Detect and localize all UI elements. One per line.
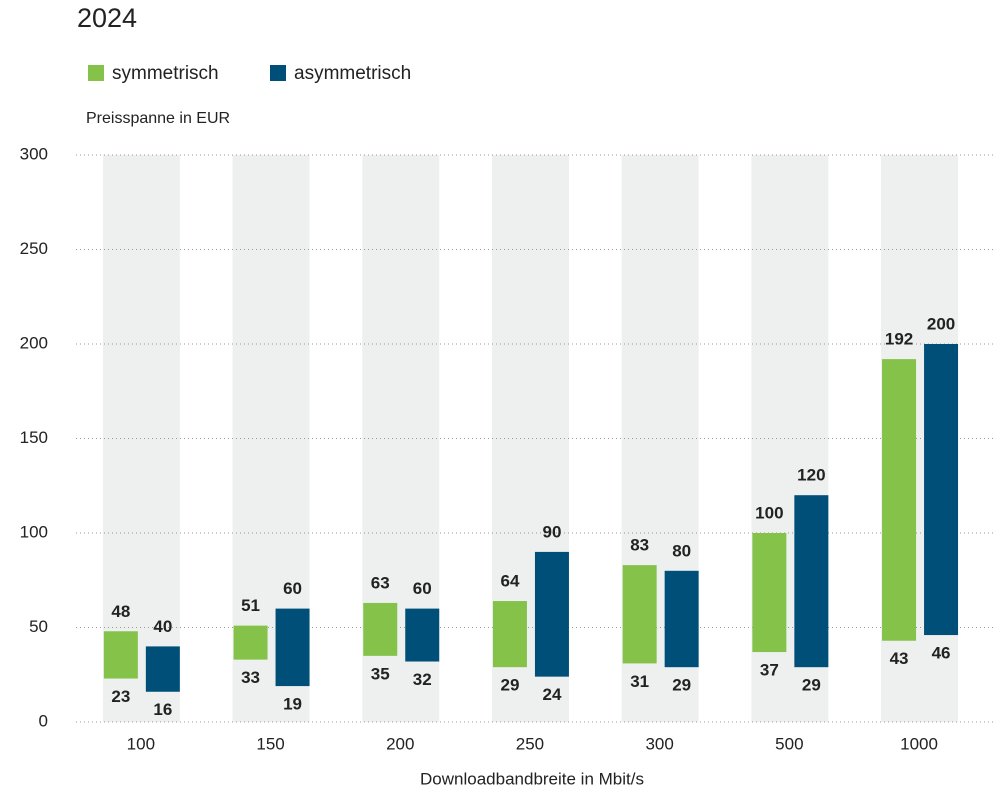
bar <box>103 631 138 679</box>
x-tick-label: 300 <box>645 734 673 753</box>
bands <box>102 155 959 722</box>
value-label: 48 <box>111 602 130 621</box>
bar <box>145 646 180 692</box>
bar <box>492 601 527 668</box>
value-label: 31 <box>630 672 649 691</box>
x-tick-label: 500 <box>775 734 803 753</box>
y-tick-label: 300 <box>20 144 48 163</box>
y-tick-label: 100 <box>20 522 48 541</box>
value-label: 40 <box>153 617 172 636</box>
bar <box>534 551 569 677</box>
value-label: 192 <box>885 330 913 349</box>
value-label: 46 <box>932 644 951 663</box>
legend-label: symmetrisch <box>112 63 219 84</box>
x-axis-label: Downloadbandbreite in Mbit/s <box>420 769 644 788</box>
value-label: 64 <box>500 572 519 591</box>
x-tick-label: 100 <box>127 734 155 753</box>
value-label: 51 <box>241 596 260 615</box>
value-label: 60 <box>283 579 302 598</box>
legend-label: asymmetrisch <box>294 63 411 84</box>
y-tick-label: 200 <box>20 333 48 352</box>
x-tick-label: 250 <box>516 734 544 753</box>
value-label: 83 <box>630 536 649 555</box>
bar <box>622 565 657 664</box>
bar <box>882 359 917 641</box>
value-label: 100 <box>755 503 783 522</box>
y-tick-label: 150 <box>20 428 48 447</box>
bar <box>405 608 440 662</box>
value-label: 29 <box>672 676 691 695</box>
bar <box>233 625 268 660</box>
x-tick-label: 1000 <box>900 734 938 753</box>
chart-title: 2024 <box>77 3 137 33</box>
value-label: 29 <box>500 676 519 695</box>
value-label: 43 <box>890 649 909 668</box>
value-label: 29 <box>802 676 821 695</box>
value-label: 90 <box>542 522 561 541</box>
value-label: 19 <box>283 695 302 714</box>
value-label: 35 <box>371 664 390 683</box>
value-label: 37 <box>760 661 779 680</box>
value-label: 200 <box>927 314 955 333</box>
y-tick-label: 250 <box>20 239 48 258</box>
y-tick-label: 50 <box>29 617 48 636</box>
y-tick-label: 0 <box>39 711 48 730</box>
value-label: 80 <box>672 541 691 560</box>
value-label: 16 <box>153 700 172 719</box>
value-label: 60 <box>413 579 432 598</box>
bar <box>275 608 310 687</box>
bar <box>752 533 787 653</box>
value-label: 32 <box>413 670 432 689</box>
value-label: 120 <box>797 466 825 485</box>
y-axis-label: Preisspanne in EUR <box>86 110 230 127</box>
category-band <box>102 155 180 722</box>
x-tick-label: 150 <box>256 734 284 753</box>
legend-swatch <box>88 65 104 81</box>
value-label: 63 <box>371 573 390 592</box>
bar <box>794 495 829 668</box>
value-label: 24 <box>542 685 561 704</box>
value-label: 33 <box>241 668 260 687</box>
legend-swatch <box>270 65 286 81</box>
x-tick-label: 200 <box>386 734 414 753</box>
bar <box>924 344 959 636</box>
value-label: 23 <box>111 687 130 706</box>
bar <box>664 570 699 668</box>
bar <box>363 602 398 656</box>
